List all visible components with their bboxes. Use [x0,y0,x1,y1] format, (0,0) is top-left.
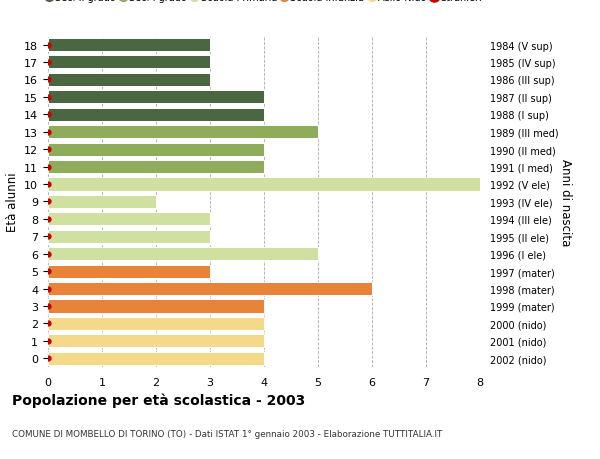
Bar [48,108,264,122]
Bar [48,126,318,139]
Bar [48,178,480,191]
Text: COMUNE DI MOMBELLO DI TORINO (TO) - Dati ISTAT 1° gennaio 2003 - Elaborazione TU: COMUNE DI MOMBELLO DI TORINO (TO) - Dati… [12,429,442,438]
Y-axis label: Anni di nascita: Anni di nascita [559,158,572,246]
Bar [48,335,264,347]
Bar [48,39,210,52]
Bar [48,282,372,296]
Bar [48,143,264,157]
Bar [48,161,264,174]
Bar [48,213,210,226]
Text: Popolazione per età scolastica - 2003: Popolazione per età scolastica - 2003 [12,392,305,407]
Bar [48,247,318,261]
Bar [48,91,264,104]
Bar [48,300,264,313]
Bar [48,196,156,208]
Y-axis label: Età alunni: Età alunni [5,172,19,232]
Legend: Sec. II grado, Sec. I grado, Scuola Primaria, Scuola Infanzia, Asilo Nido, Stran: Sec. II grado, Sec. I grado, Scuola Prim… [43,0,485,6]
Bar [48,265,210,278]
Bar [48,74,210,87]
Bar [48,352,264,365]
Bar [48,317,264,330]
Bar [48,56,210,69]
Bar [48,230,210,243]
